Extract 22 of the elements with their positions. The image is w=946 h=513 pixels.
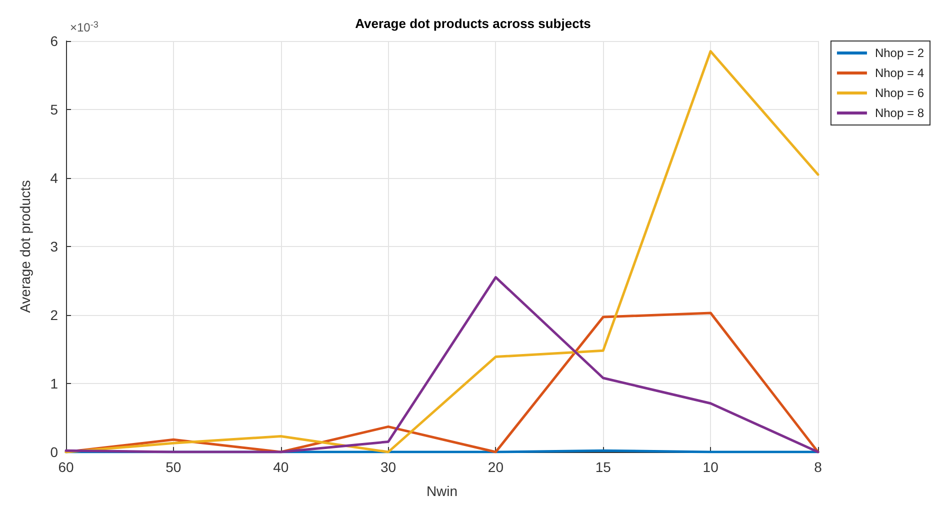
chart-title: Average dot products across subjects [355,16,591,31]
legend-label: Nhop = 4 [874,66,924,80]
x-tick-label: 20 [488,459,504,475]
y-axis-title: Average dot products [17,180,33,313]
legend-label: Nhop = 8 [874,106,924,120]
y-tick-label: 4 [50,170,58,186]
legend-label: Nhop = 6 [874,86,924,100]
y-tick-label: 3 [50,238,58,254]
y-tick-label: 5 [50,102,58,118]
y-tick-label: 1 [50,376,58,392]
x-axis-title: Nwin [426,483,458,499]
legend-label: Nhop = 2 [874,46,924,60]
x-tick-label: 15 [595,459,612,475]
x-tick-label: 60 [58,459,74,475]
x-tick-label: 50 [166,459,182,475]
x-tick-label: 8 [814,459,822,475]
y-tick-label: 0 [50,444,58,460]
x-tick-label: 30 [380,459,396,475]
x-tick-label: 40 [273,459,289,475]
y-tick-label: 6 [50,33,58,49]
y-tick-label: 2 [50,307,58,323]
x-tick-label: 10 [702,459,719,475]
